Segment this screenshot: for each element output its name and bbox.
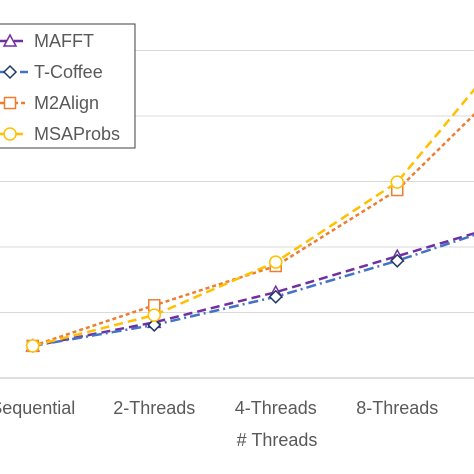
series-line (32, 232, 474, 348)
series (26, 87, 474, 353)
marker (390, 253, 405, 268)
marker (268, 289, 283, 304)
legend: MAFFT T-Coffee M2Align MSAProbs (0, 23, 136, 149)
marker (390, 175, 404, 189)
series-line (32, 233, 474, 348)
legend-box (0, 23, 136, 149)
legend-label: T-Coffee (34, 62, 103, 82)
marker (3, 96, 17, 110)
legend-label: MSAProbs (34, 124, 120, 144)
marker (147, 308, 161, 322)
marker (26, 339, 40, 353)
marker (2, 33, 18, 47)
marker (269, 255, 283, 269)
marker (2, 64, 18, 80)
x-tick-label: 8-Threads (356, 398, 438, 418)
x-tick-label: Sequential (0, 398, 75, 418)
legend-label: MAFFT (34, 31, 94, 51)
x-tick-label: 2-Threads (113, 398, 195, 418)
marker (3, 127, 17, 141)
x-axis-label: # Threads (237, 430, 318, 450)
legend-label: M2Align (34, 93, 99, 113)
x-tick-label: 16-Threads (473, 398, 474, 418)
x-tick-label: 4-Threads (235, 398, 317, 418)
marker (147, 317, 162, 333)
